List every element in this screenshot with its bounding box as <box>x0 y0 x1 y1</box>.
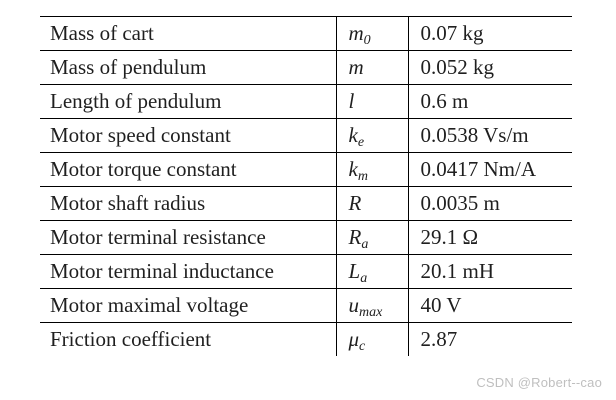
table-row: Motor shaft radius R 0.0035 m <box>40 186 572 221</box>
table-row: Mass of cart m0 0.07 kg <box>40 16 572 51</box>
parameter-value: 0.6 m <box>420 89 469 113</box>
table-row: Friction coefficient μc 2.87 <box>40 322 572 356</box>
parameter-value: 2.87 <box>420 327 458 351</box>
symbol-subscript: a <box>361 237 369 252</box>
table-row: Length of pendulum l 0.6 m <box>40 84 572 119</box>
table-row: Motor maximal voltage umax 40 V <box>40 288 572 323</box>
parameter-symbol: m0 <box>335 16 409 51</box>
symbol-base: R <box>348 225 362 249</box>
symbol-base: u <box>348 293 360 317</box>
parameter-symbol: m <box>335 50 409 85</box>
parameter-value: 0.0035 m <box>420 191 500 215</box>
symbol-subscript: max <box>359 305 383 320</box>
symbol-base: m <box>348 55 364 79</box>
symbol-base: m <box>348 21 364 45</box>
parameter-name: Length of pendulum <box>50 89 222 113</box>
parameter-symbol: km <box>335 152 409 187</box>
symbol-subscript: 0 <box>363 33 371 48</box>
symbol-base: R <box>348 191 362 215</box>
symbol-base: l <box>348 89 355 113</box>
table-row: Motor terminal resistance Ra 29.1 Ω <box>40 220 572 255</box>
symbol-subscript: a <box>360 271 368 286</box>
parameter-symbol: La <box>335 254 409 289</box>
symbol-subscript: m <box>357 169 368 184</box>
symbol-base: k <box>348 123 358 147</box>
parameter-name: Motor speed constant <box>50 123 231 147</box>
symbol-base: k <box>348 157 358 181</box>
symbol-subscript: c <box>359 339 366 354</box>
parameter-name: Motor terminal inductance <box>50 259 274 283</box>
watermark-text: CSDN @Robert--cao <box>476 375 602 390</box>
parameter-name: Motor shaft radius <box>50 191 206 215</box>
parameter-symbol: R <box>335 186 409 221</box>
parameter-table-container: Mass of cart m0 0.07 kg Mass of pendulum… <box>40 16 572 356</box>
parameter-value: 0.052 kg <box>420 55 495 79</box>
symbol-base: L <box>348 259 361 283</box>
table-row: Motor speed constant ke 0.0538 Vs/m <box>40 118 572 153</box>
parameter-value: 20.1 mH <box>420 259 495 283</box>
table-row: Motor torque constant km 0.0417 Nm/A <box>40 152 572 187</box>
parameter-value: 0.07 kg <box>420 21 484 45</box>
parameter-symbol: μc <box>335 322 409 356</box>
symbol-base: μ <box>348 327 360 351</box>
table-row: Motor terminal inductance La 20.1 mH <box>40 254 572 289</box>
parameter-value: 0.0538 Vs/m <box>420 123 529 147</box>
parameter-symbol: Ra <box>335 220 409 255</box>
parameter-name: Mass of cart <box>50 21 154 45</box>
parameter-name: Motor terminal resistance <box>50 225 266 249</box>
parameter-symbol: ke <box>335 118 409 153</box>
symbol-subscript: e <box>357 135 365 150</box>
parameter-name: Motor maximal voltage <box>50 293 249 317</box>
parameter-table: Mass of cart m0 0.07 kg Mass of pendulum… <box>40 16 572 356</box>
parameter-symbol: l <box>335 84 409 119</box>
parameter-value: 0.0417 Nm/A <box>420 157 537 181</box>
table-row: Mass of pendulum m 0.052 kg <box>40 50 572 85</box>
parameter-name: Friction coefficient <box>50 327 212 351</box>
parameter-name: Motor torque constant <box>50 157 237 181</box>
parameter-name: Mass of pendulum <box>50 55 207 79</box>
parameter-symbol: umax <box>335 288 409 323</box>
parameter-value: 40 V <box>420 293 462 317</box>
parameter-value: 29.1 Ω <box>420 225 479 249</box>
